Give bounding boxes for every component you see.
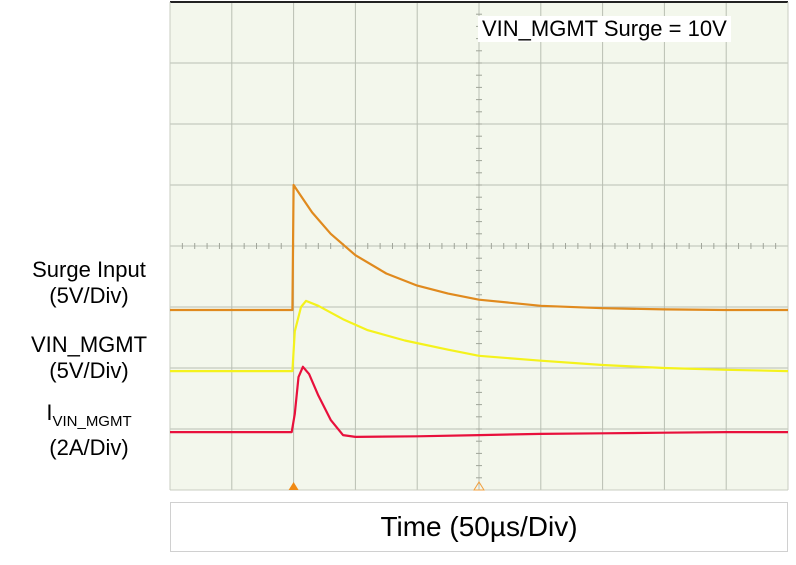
time-axis-label: Time (50µs/Div): [170, 502, 788, 552]
vin-mgmt-label: VIN_MGMT (5V/Div): [14, 332, 164, 384]
trace-2: [170, 365, 788, 438]
surge-input-scale: (5V/Div): [49, 283, 129, 308]
center-marker: [473, 481, 485, 491]
surge-input-label: Surge Input (5V/Div): [14, 257, 164, 309]
surge-annotation: VIN_MGMT Surge = 10V: [478, 16, 731, 42]
surge-input-name: Surge Input: [32, 257, 146, 282]
ivin-mgmt-scale: (2A/Div): [49, 435, 129, 460]
ivin-mgmt-name-sub: VIN_MGMT: [52, 413, 132, 430]
trace-1: [170, 299, 789, 373]
ivin-mgmt-name-main: I: [46, 400, 53, 425]
vin-mgmt-scale: (5V/Div): [49, 358, 129, 383]
ivin-mgmt-name: IVIN_MGMT: [14, 400, 164, 435]
ivin-mgmt-label: IVIN_MGMT (2A/Div): [14, 400, 164, 461]
trace-0: [170, 183, 788, 312]
trigger-marker: [288, 482, 299, 490]
vin-mgmt-name: VIN_MGMT: [30, 332, 148, 357]
